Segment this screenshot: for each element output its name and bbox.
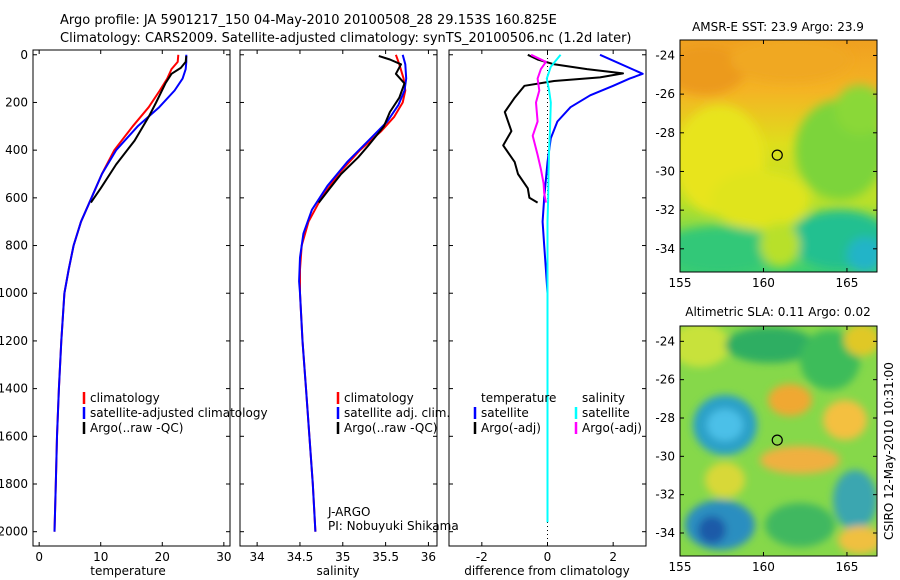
sst-map-title: AMSR-E SST: 23.9 Argo: 23.9 [692,20,864,34]
temperature-ytick-label-2: 400 [5,143,28,157]
sst_map-xtick-label-0: 155 [669,276,692,290]
difference-legend-temp-sat: satellite [481,406,529,420]
salinity-legend: climatology satellite adj. clim. Argo(..… [336,391,450,435]
difference-legend-temp-header: temperature [481,391,556,405]
temperature-xtick-label-2: 20 [155,550,170,564]
sst_map-ytick-label-1: -26 [655,87,675,101]
sla_map-xtick-label-2: 165 [835,560,858,574]
sla_map-xtick-label-1: 160 [752,560,775,574]
salinity-series-0 [299,54,407,532]
temperature-ytick-label-7: 1400 [0,382,28,396]
difference-xtick-label-2: 2 [609,550,617,564]
difference-xlabel: difference from climatology [464,564,630,578]
salinity-xtick-label-3: 35.5 [372,550,399,564]
difference-xtick-label-1: 0 [544,550,552,564]
temperature-xtick-label-1: 10 [93,550,108,564]
temperature-ytick-label-3: 600 [5,191,28,205]
temperature-ytick-label-5: 1000 [0,286,28,300]
sst_map-ytick-label-3: -30 [655,164,675,178]
difference-series-0 [541,53,644,306]
difference-xtick-label-0: -2 [476,550,488,564]
sst-map-panel: AMSR-E SST: 23.9 Argo: 23.9 155 160 165 -24… [655,20,878,290]
sst_map-argo-marker [771,149,783,161]
sst_map-ytick-label-5: -34 [655,242,675,256]
temperature-series-0 [53,54,180,532]
difference-legend-sal-sat: satellite [582,406,630,420]
difference-legend-sal-header: salinity [582,391,625,405]
salinity-legend-label-0: climatology [344,391,414,405]
program-label: J-ARGO [327,505,370,519]
difference-legend-temp-argo: Argo(-adj) [481,421,541,435]
salinity-xtick-label-0: 34 [249,550,264,564]
pi-label: PI: Nobuyuki Shikama [328,519,459,533]
difference-series-2 [545,54,562,523]
temperature-legend-label-0: climatology [90,391,160,405]
temperature-legend-label-2: Argo(..raw -QC) [90,421,183,435]
temperature-axes-frame [32,49,231,547]
sst_map-ytick-label-2: -28 [655,126,675,140]
timestamp-label: CSIRO 12-May-2010 10:31:00 [882,362,896,540]
salinity-xtick-label-4: 36 [421,550,436,564]
difference-legend: temperature satellite Argo(-adj) salinit… [473,391,642,435]
sst_map-xtick-label-2: 165 [835,276,858,290]
salinity-legend-label-1: satellite adj. clim. [344,406,450,420]
sla_map-ytick-label-4: -32 [655,488,675,502]
salinity-xtick-label-1: 34.5 [287,550,314,564]
salinity-xlabel: salinity [316,564,359,578]
salinity-series-1 [298,54,408,532]
sla-map-frame [679,325,878,557]
temperature-ytick-label-10: 2000 [0,525,28,539]
sla_map-ytick-label-2: -28 [655,411,675,425]
temperature-xtick-label-0: 0 [35,550,43,564]
temperature-ytick-label-0: 0 [20,48,28,62]
sst_map-xtick-label-1: 160 [752,276,775,290]
sla_map-xtick-label-0: 155 [669,560,692,574]
temperature-legend-label-1: satellite-adjusted climatology [90,406,268,420]
sla_map-ytick-label-3: -30 [655,449,675,463]
temperature-series-1 [53,54,188,532]
salinity-panel: 34 34.5 35 35.5 36 salinity climatology sate… [239,49,459,578]
sst-field [680,40,877,272]
salinity-xtick-label-2: 35 [335,550,350,564]
sst-map-frame [679,39,878,273]
temperature-series-2 [90,55,188,204]
temperature-ytick-label-4: 800 [5,239,28,253]
sla-map-panel: Altimetric SLA: 0.11 Argo: 0.02 [655,305,878,574]
temperature-ytick-label-9: 1800 [0,477,28,491]
sla_map-ytick-label-0: -24 [655,334,675,348]
temperature-xtick-label-3: 30 [216,550,231,564]
header-line1: Argo profile: JA 5901217_150 04-May-2010… [60,13,557,28]
sla_map-argo-marker [771,434,783,446]
difference-series-3 [530,53,547,203]
salinity-axes-frame [239,49,438,547]
difference-series-1 [502,53,624,204]
sla-map-title: Altimetric SLA: 0.11 Argo: 0.02 [685,305,870,319]
difference-panel: -2 0 2 difference from climatology tempera… [448,49,647,578]
header-line2: Climatology: CARS2009. Satellite-adjuste… [60,31,632,46]
difference-legend-sal-argo: Argo(-adj) [582,421,642,435]
temperature-panel: 0 10 20 30 0 200 400 600 800 1000 1200 1400 1600 1800… [0,48,268,578]
salinity-series-2 [318,55,406,204]
temperature-legend: climatology satellite-adjusted climatolo… [82,391,268,435]
temperature-ytick-label-1: 200 [5,95,28,109]
sla-field [680,326,877,556]
salinity-legend-label-2: Argo(..raw -QC) [344,421,437,435]
temperature-xlabel: temperature [90,564,165,578]
sst_map-ytick-label-0: -24 [655,48,675,62]
sla_map-ytick-label-1: -26 [655,373,675,387]
temperature-ytick-label-6: 1200 [0,334,28,348]
sla_map-ytick-label-5: -34 [655,526,675,540]
sst_map-ytick-label-4: -32 [655,203,675,217]
temperature-ytick-label-8: 1600 [0,429,28,443]
